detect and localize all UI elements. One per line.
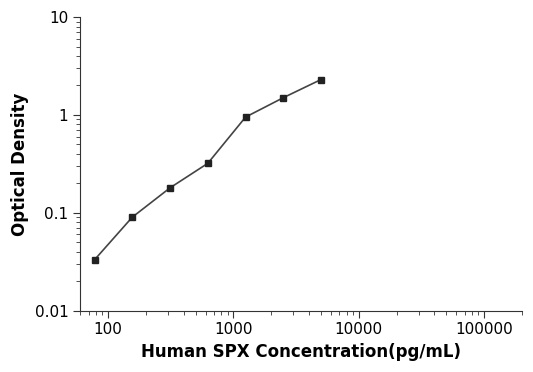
X-axis label: Human SPX Concentration(pg/mL): Human SPX Concentration(pg/mL)	[141, 343, 461, 361]
Y-axis label: Optical Density: Optical Density	[11, 92, 29, 235]
